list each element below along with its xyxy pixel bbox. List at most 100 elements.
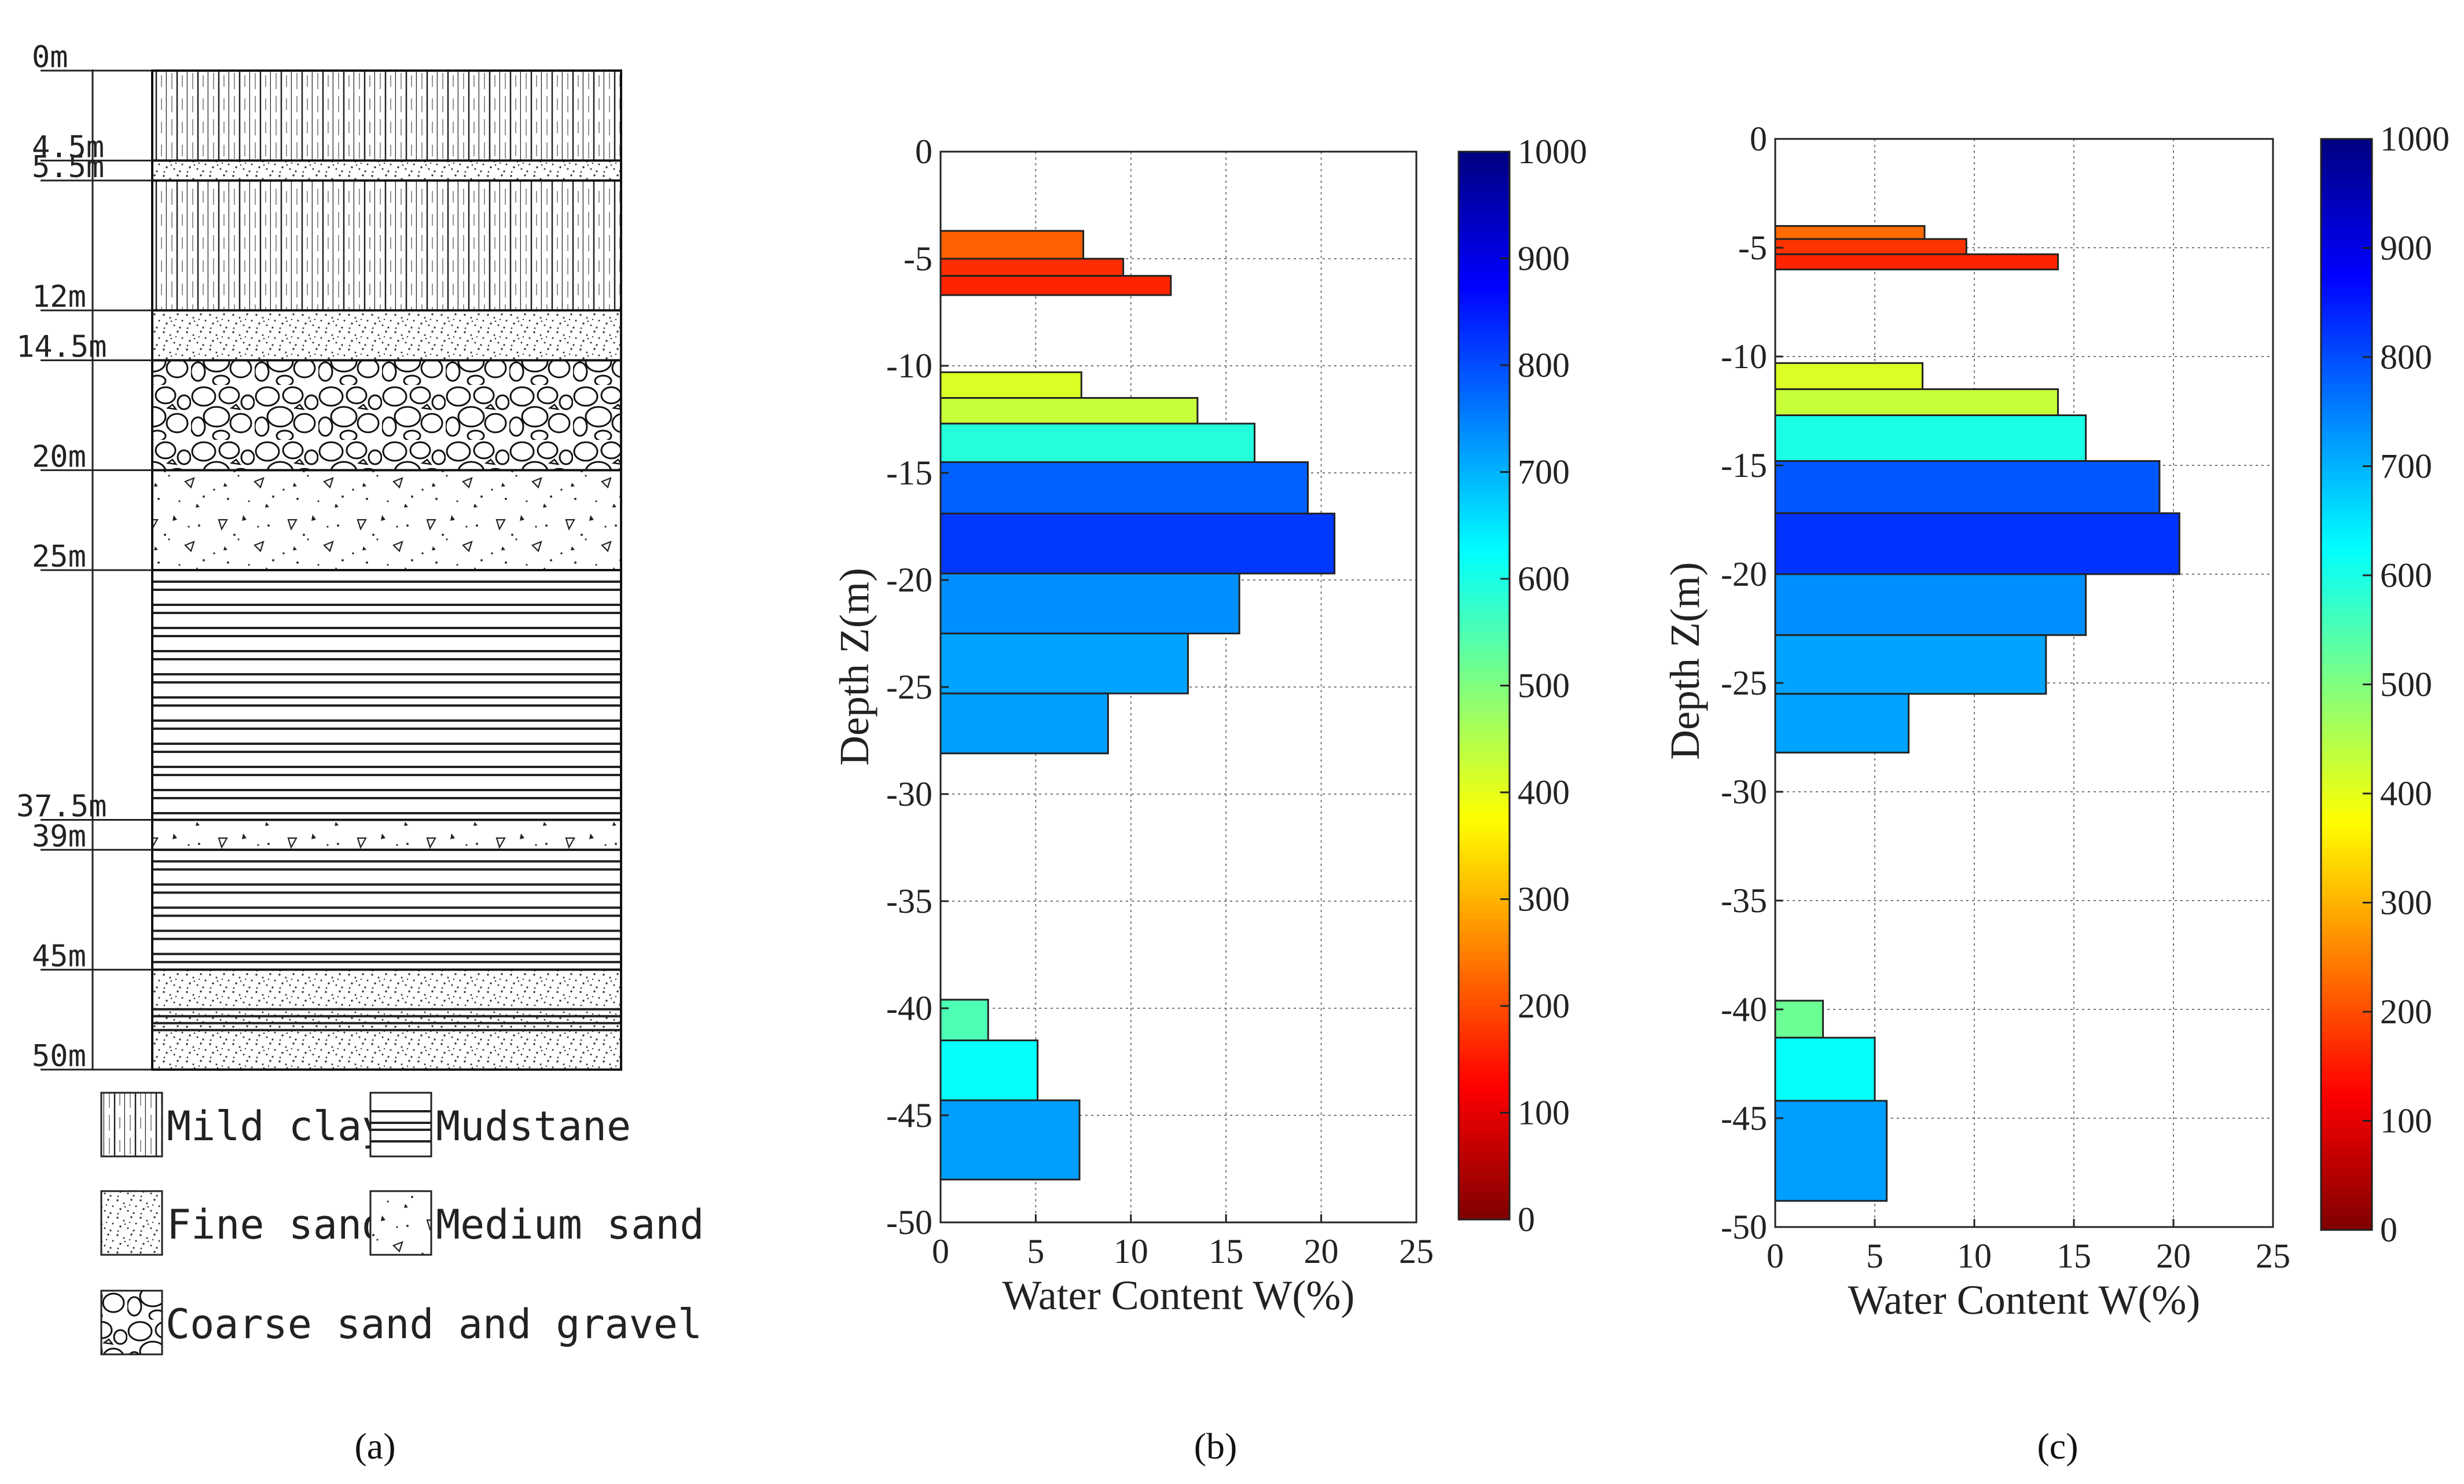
y-tick-label: 0 <box>915 133 932 171</box>
colorbar-segment <box>1459 819 1510 827</box>
colorbar-segment <box>2321 446 2372 453</box>
colorbar-segment <box>1459 605 1510 613</box>
colorbar-segment <box>1459 292 1510 299</box>
colorbar-segment <box>2321 698 2372 706</box>
colorbar-segment <box>2321 923 2372 931</box>
colorbar-segment <box>2321 596 2372 604</box>
colorbar-segment <box>2321 848 2372 856</box>
colorbar-segment <box>1459 1159 1510 1167</box>
colorbar-segment <box>2321 179 2372 188</box>
colorbar-segment <box>1459 852 1510 860</box>
colorbar-segment <box>1459 912 1510 920</box>
colorbar-segment <box>1459 525 1510 533</box>
x-tick-label: 20 <box>2156 1237 2191 1275</box>
colorbar-segment <box>1459 732 1510 740</box>
colorbar-segment <box>1459 458 1510 466</box>
colorbar-segment <box>1459 305 1510 313</box>
colorbar-segment <box>2321 1005 2372 1012</box>
colorbar-segment <box>2321 1141 2372 1149</box>
water-content-bar <box>1774 238 1967 255</box>
colorbar-segment <box>1459 412 1510 420</box>
colorbar-segment <box>1459 379 1510 386</box>
y-tick-label: -50 <box>886 1203 932 1241</box>
colorbar-segment <box>1459 532 1510 539</box>
colorbar-segment <box>1459 765 1510 773</box>
water-content-bar <box>939 461 1309 515</box>
colorbar-segment <box>1459 285 1510 293</box>
colorbar-segment <box>2321 582 2372 590</box>
y-tick-label: -20 <box>1721 555 1767 593</box>
colorbar-segment <box>1459 1099 1510 1107</box>
layer-fine <box>152 310 621 361</box>
legend-label-medium-sand: Medium sand <box>436 1201 704 1248</box>
colorbar-segment <box>1459 405 1510 413</box>
colorbar-segment <box>2321 787 2372 794</box>
colorbar-segment <box>2321 357 2372 365</box>
colorbar-segment <box>1459 759 1510 766</box>
colorbar-segment <box>1459 846 1510 853</box>
colorbar-segment <box>2321 1182 2372 1190</box>
colorbar-segment <box>1459 505 1510 513</box>
colorbar-segment <box>1459 665 1510 673</box>
colorbar-segment <box>2321 486 2372 494</box>
colorbar-segment <box>2321 1107 2372 1115</box>
water-content-bar <box>939 275 1172 296</box>
colorbar-segment <box>1459 612 1510 620</box>
colorbar-segment <box>2321 868 2372 876</box>
colorbar-segment <box>2321 657 2372 665</box>
colorbar-segment <box>1459 825 1510 833</box>
colorbar-segment <box>1459 232 1510 239</box>
colorbar-segment <box>2321 664 2372 671</box>
legend-label-mild-clay: Mild clay <box>167 1103 386 1150</box>
colorbar-segment <box>1459 906 1510 913</box>
panel-label-c: (c) <box>2037 1426 2078 1467</box>
depth-label: 20m <box>32 439 86 474</box>
colorbar-segment <box>2321 268 2372 276</box>
colorbar-segment <box>2321 991 2372 999</box>
x-ticks-c: 0 5 10 15 20 25 <box>1767 1219 2290 1275</box>
panel-label-b: (b) <box>1194 1426 1237 1467</box>
mudstone-lines <box>152 581 621 822</box>
colorbar-segment <box>1459 1059 1510 1067</box>
colorbar-segment <box>2321 493 2372 501</box>
colorbar-segment <box>2321 1114 2372 1122</box>
colorbar-segment <box>1459 418 1510 426</box>
colorbar-segment <box>1459 892 1510 900</box>
colorbar-segment <box>2321 1032 2372 1040</box>
legend-mudstone-lines <box>370 1110 431 1143</box>
colorbar-segment <box>1459 692 1510 700</box>
colorbar-segment <box>1459 498 1510 506</box>
colorbar-segment <box>2321 350 2372 358</box>
colorbar-segment <box>1459 351 1510 359</box>
colorbar-segment <box>1459 812 1510 820</box>
colorbar-tick-label: 500 <box>2380 666 2432 704</box>
colorbar-segment <box>2321 480 2372 487</box>
colorbar-tick-label: 500 <box>1518 667 1570 705</box>
colorbar-segment <box>1459 152 1510 159</box>
colorbar-segment <box>1459 1006 1510 1013</box>
y-tick-label: -30 <box>1721 773 1767 811</box>
bars-b <box>939 230 1336 1181</box>
colorbar-segment <box>1459 719 1510 726</box>
colorbar-segment <box>2321 930 2372 938</box>
colorbar-segment <box>2321 637 2372 644</box>
y-tick-label: -15 <box>1721 446 1767 484</box>
colorbar-segment <box>1459 298 1510 306</box>
colorbar-tick-label: 100 <box>1518 1094 1570 1132</box>
colorbar-segment <box>1459 1119 1510 1127</box>
colorbar-segment <box>2321 1155 2372 1163</box>
colorbar-segment <box>2321 139 2372 146</box>
legend-swatch-fine-sand <box>100 1190 163 1256</box>
colorbar-segment <box>2321 670 2372 678</box>
x-tick-label: 25 <box>1399 1232 1434 1270</box>
colorbar-segment <box>2321 200 2372 208</box>
colorbar-segment <box>1459 1012 1510 1020</box>
colorbar-segment <box>2321 609 2372 617</box>
colorbar-segment <box>2321 391 2372 399</box>
colorbar-segment <box>1459 271 1510 280</box>
legend-label-mudstone: Mudstane <box>436 1103 631 1150</box>
colorbar-segment <box>2321 861 2372 869</box>
colorbar-segment <box>1459 678 1510 686</box>
y-axis-label-b: Depth Z(m) <box>831 568 877 766</box>
